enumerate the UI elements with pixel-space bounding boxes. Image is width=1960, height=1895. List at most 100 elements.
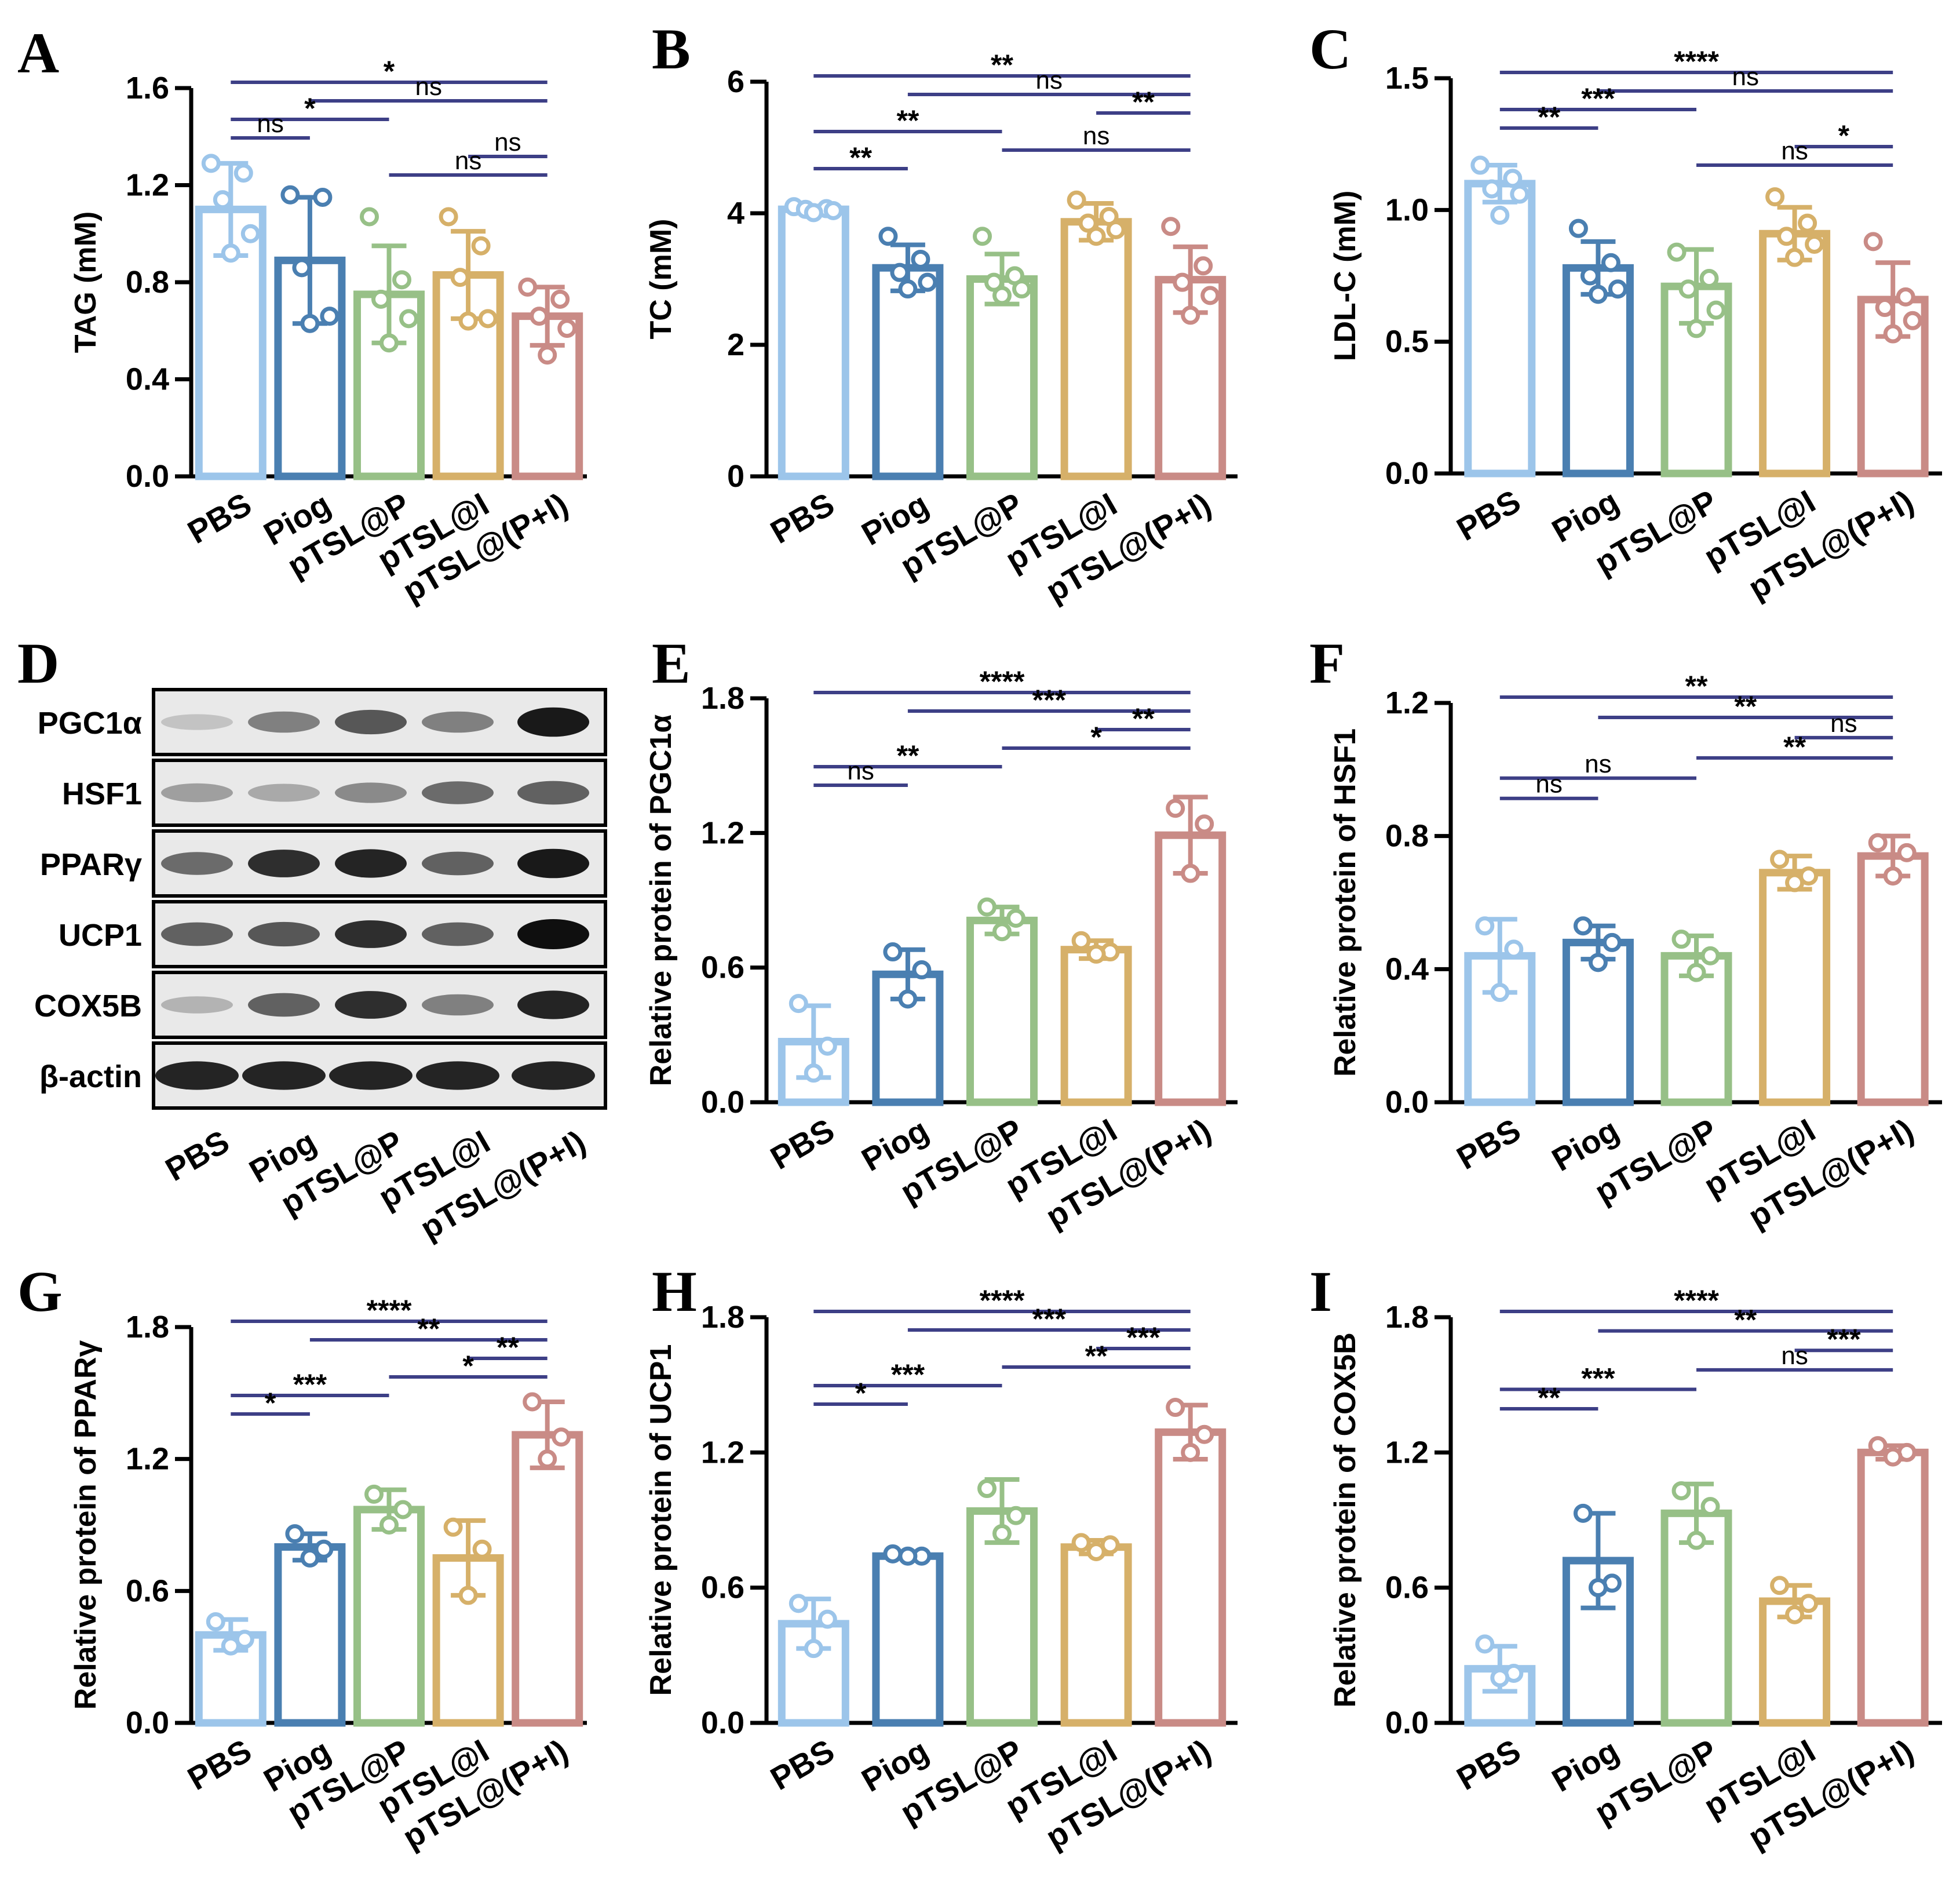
bar-4 (1857, 1448, 1929, 1727)
bar-3 (1060, 218, 1132, 480)
significance-label: ns (1781, 137, 1808, 165)
data-point (1510, 184, 1530, 204)
y-tick-label: 0.6 (126, 1573, 169, 1608)
significance-label: ** (1132, 702, 1155, 735)
significance-label: ns (257, 110, 283, 138)
y-axis-label: Relative protein of COX5B (1328, 1332, 1362, 1707)
bar-2 (1660, 1509, 1732, 1727)
blot-band (248, 993, 320, 1017)
y-tick-label: 0.0 (1385, 1706, 1429, 1740)
significance-label: ** (1085, 1340, 1108, 1372)
category-label: PBS (764, 1112, 840, 1176)
y-tick-label: 0.4 (1385, 952, 1429, 986)
data-point (1470, 155, 1490, 175)
significance-label: ** (1538, 1382, 1560, 1414)
data-point (399, 309, 418, 329)
data-point (912, 960, 932, 980)
bar-1 (1562, 938, 1634, 1106)
data-point (1573, 1503, 1593, 1523)
data-point (1568, 218, 1588, 238)
data-point (1012, 279, 1031, 299)
significance-label: ns (847, 757, 874, 785)
bar-3 (1060, 1543, 1132, 1727)
data-point (379, 333, 399, 353)
data-point (1181, 305, 1200, 325)
data-point (1805, 234, 1824, 254)
bar-0 (778, 205, 849, 480)
blot-band (517, 919, 589, 949)
significance-label: ns (1781, 1342, 1808, 1370)
blot-band (335, 920, 407, 948)
bar-3 (1759, 869, 1831, 1106)
category-label: PBS (1451, 1112, 1527, 1176)
significance-label: **** (980, 665, 1025, 698)
y-tick-label: 0.0 (701, 1085, 744, 1120)
data-point (804, 203, 823, 223)
y-axis-label: Relative protein of HSF1 (1328, 728, 1362, 1077)
significance-label: * (384, 55, 395, 88)
data-point (1883, 324, 1903, 344)
data-point (478, 309, 498, 329)
data-point (392, 270, 411, 290)
panel-label: D (17, 631, 59, 695)
data-point (285, 1524, 305, 1544)
y-tick-label: 4 (727, 196, 744, 231)
panel-label: E (652, 631, 691, 695)
data-point (313, 187, 333, 207)
significance-label: ** (1538, 101, 1560, 133)
blot-band (335, 849, 407, 878)
blot-band (422, 781, 494, 804)
data-point (984, 272, 1003, 292)
significance-label: ** (1734, 690, 1757, 723)
y-tick-label: 0.0 (126, 459, 169, 494)
bar-2 (353, 1506, 425, 1727)
data-point (393, 1500, 413, 1519)
data-point (1770, 1576, 1790, 1595)
data-point (1687, 319, 1706, 338)
data-point (1700, 1497, 1720, 1517)
data-point (458, 1586, 478, 1605)
y-tick-label: 1.2 (1385, 1435, 1429, 1470)
data-point (530, 307, 549, 326)
data-point (992, 286, 1012, 305)
data-point (552, 1427, 571, 1447)
data-point (1573, 916, 1593, 936)
data-point (1588, 1578, 1608, 1598)
significance-label: *** (293, 1368, 327, 1401)
data-point (443, 1517, 463, 1537)
data-point (292, 258, 312, 278)
data-point (1086, 227, 1106, 246)
data-point (1687, 963, 1706, 982)
protein-label: HSF1 (62, 777, 142, 811)
y-axis-label: TAG (mM) (69, 212, 103, 354)
blot-band (422, 994, 494, 1016)
data-point (1482, 179, 1502, 199)
data-point (1765, 187, 1785, 207)
y-tick-label: 0.4 (126, 362, 169, 397)
y-tick-label: 0.0 (126, 1706, 169, 1740)
data-point (1883, 866, 1903, 886)
y-axis-label: TC (mM) (644, 219, 678, 340)
category-label: PBS (764, 486, 840, 551)
data-point (789, 994, 808, 1014)
y-tick-label: 1.2 (1385, 686, 1429, 720)
bar-0 (1464, 180, 1536, 478)
bar-2 (966, 275, 1038, 480)
data-point (206, 1612, 225, 1631)
data-point (898, 1546, 918, 1566)
category-label: PBS (1451, 1732, 1527, 1797)
significance-label: ** (417, 1313, 440, 1345)
significance-label: * (462, 1350, 474, 1382)
data-point (213, 190, 232, 210)
data-point (1799, 1594, 1819, 1613)
bar-3 (1060, 946, 1132, 1106)
significance-label: ** (1783, 731, 1806, 763)
y-tick-label: 0 (727, 459, 744, 494)
y-tick-label: 1.2 (701, 815, 744, 850)
significance-label: *** (891, 1358, 925, 1391)
data-point (1173, 272, 1192, 292)
data-point (1602, 932, 1622, 952)
